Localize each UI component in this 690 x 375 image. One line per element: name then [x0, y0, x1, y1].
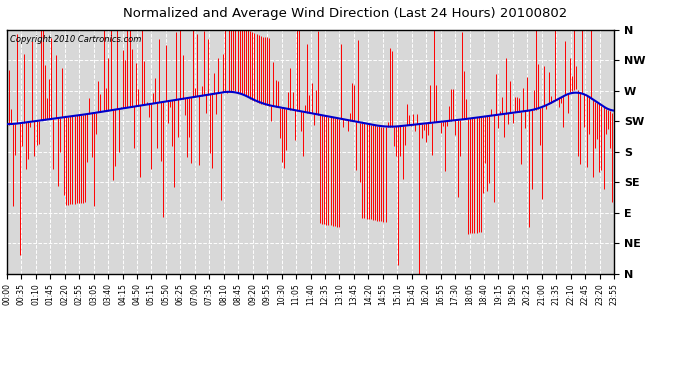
Text: Normalized and Average Wind Direction (Last 24 Hours) 20100802: Normalized and Average Wind Direction (L…	[123, 8, 567, 21]
Text: Copyright 2010 Cartronics.com: Copyright 2010 Cartronics.com	[10, 35, 141, 44]
